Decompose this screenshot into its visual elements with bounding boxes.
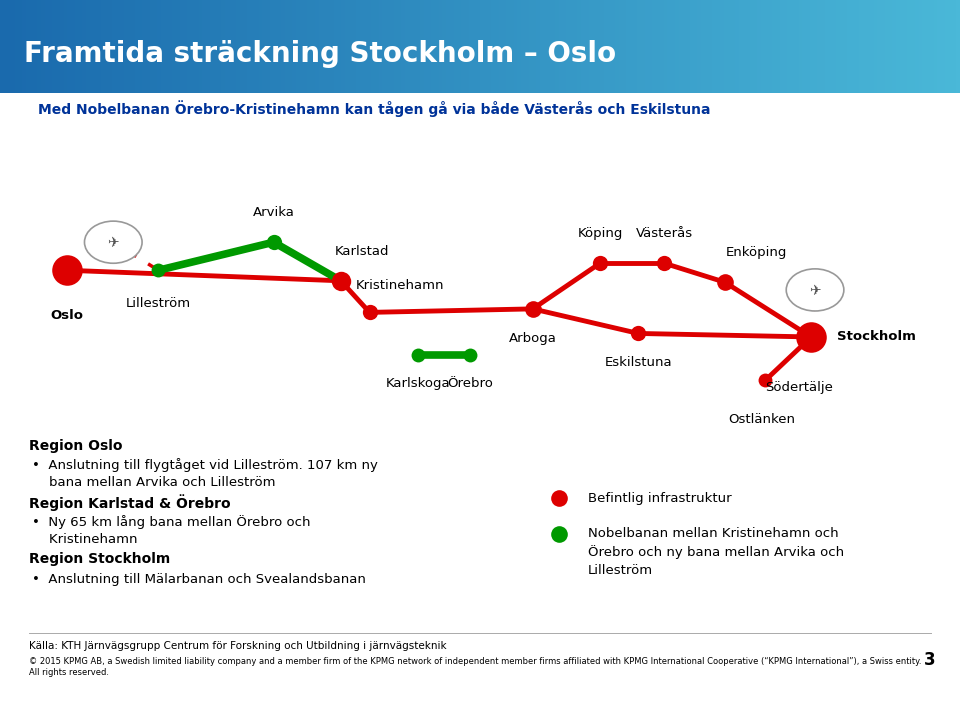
- Text: •  Anslutning till Mälarbanan och Svealandsbanan: • Anslutning till Mälarbanan och Svealan…: [32, 573, 366, 585]
- Text: Lilleström: Lilleström: [588, 564, 653, 576]
- Text: Karlstad: Karlstad: [335, 245, 389, 258]
- Text: Södertälje: Södertälje: [765, 381, 832, 394]
- Text: Kristinehamn: Kristinehamn: [32, 533, 137, 545]
- Point: [410, 349, 425, 360]
- Point: [551, 493, 566, 504]
- Circle shape: [84, 221, 142, 263]
- Text: Källa: KTH Järnvägsgrupp Centrum för Forskning och Utbildning i järnvägsteknik: Källa: KTH Järnvägsgrupp Centrum för For…: [29, 641, 446, 651]
- Text: Region Oslo: Region Oslo: [29, 439, 122, 453]
- Text: Eskilstuna: Eskilstuna: [605, 357, 672, 369]
- Text: All rights reserved.: All rights reserved.: [29, 668, 108, 677]
- Point: [757, 375, 773, 386]
- Text: Region Karlstad & Örebro: Region Karlstad & Örebro: [29, 494, 230, 511]
- Text: •  Anslutning till flygtåget vid Lilleström. 107 km ny: • Anslutning till flygtåget vid Lillestr…: [32, 458, 377, 472]
- Text: Kristinehamn: Kristinehamn: [356, 279, 444, 292]
- Point: [631, 328, 646, 339]
- Text: Örebro: Örebro: [447, 378, 493, 390]
- Point: [525, 303, 540, 314]
- Text: bana mellan Arvika och Lilleström: bana mellan Arvika och Lilleström: [32, 476, 276, 489]
- Text: Enköping: Enköping: [726, 246, 787, 259]
- Text: Framtida sträckning Stockholm – Oslo: Framtida sträckning Stockholm – Oslo: [24, 40, 616, 68]
- Text: Örebro och ny bana mellan Arvika och: Örebro och ny bana mellan Arvika och: [588, 545, 844, 559]
- Point: [266, 237, 281, 248]
- Text: •  Ny 65 km lång bana mellan Örebro och: • Ny 65 km lång bana mellan Örebro och: [32, 515, 310, 529]
- Text: © 2015 KPMG AB, a Swedish limited liability company and a member firm of the KPM: © 2015 KPMG AB, a Swedish limited liabil…: [29, 658, 922, 666]
- Text: Arboga: Arboga: [509, 332, 557, 345]
- Text: Västerås: Västerås: [636, 227, 693, 240]
- Point: [333, 275, 348, 286]
- Point: [657, 258, 672, 269]
- Text: Med Nobelbanan Örebro-Kristinehamn kan tågen gå via både Västerås och Eskilstuna: Med Nobelbanan Örebro-Kristinehamn kan t…: [38, 100, 711, 117]
- Point: [463, 349, 478, 360]
- Text: Stockholm: Stockholm: [837, 331, 916, 343]
- Text: Region Stockholm: Region Stockholm: [29, 552, 170, 567]
- Circle shape: [786, 269, 844, 311]
- Text: Köping: Köping: [577, 227, 623, 240]
- Point: [151, 265, 166, 276]
- Text: Oslo: Oslo: [51, 310, 84, 322]
- Text: Nobelbanan mellan Kristinehamn och: Nobelbanan mellan Kristinehamn och: [588, 527, 838, 540]
- Point: [60, 265, 75, 276]
- Point: [804, 331, 819, 343]
- Text: Karlskoga: Karlskoga: [385, 378, 450, 390]
- Text: Befintlig infrastruktur: Befintlig infrastruktur: [588, 492, 732, 505]
- Text: Ostlänken: Ostlänken: [728, 413, 795, 426]
- Point: [551, 528, 566, 539]
- Text: Lilleström: Lilleström: [126, 298, 191, 310]
- Point: [362, 307, 377, 318]
- Text: ✈: ✈: [108, 235, 119, 249]
- Point: [592, 258, 608, 269]
- Text: ✈: ✈: [809, 283, 821, 297]
- Point: [717, 277, 732, 288]
- Text: Arvika: Arvika: [252, 206, 295, 219]
- Text: 3: 3: [924, 651, 935, 669]
